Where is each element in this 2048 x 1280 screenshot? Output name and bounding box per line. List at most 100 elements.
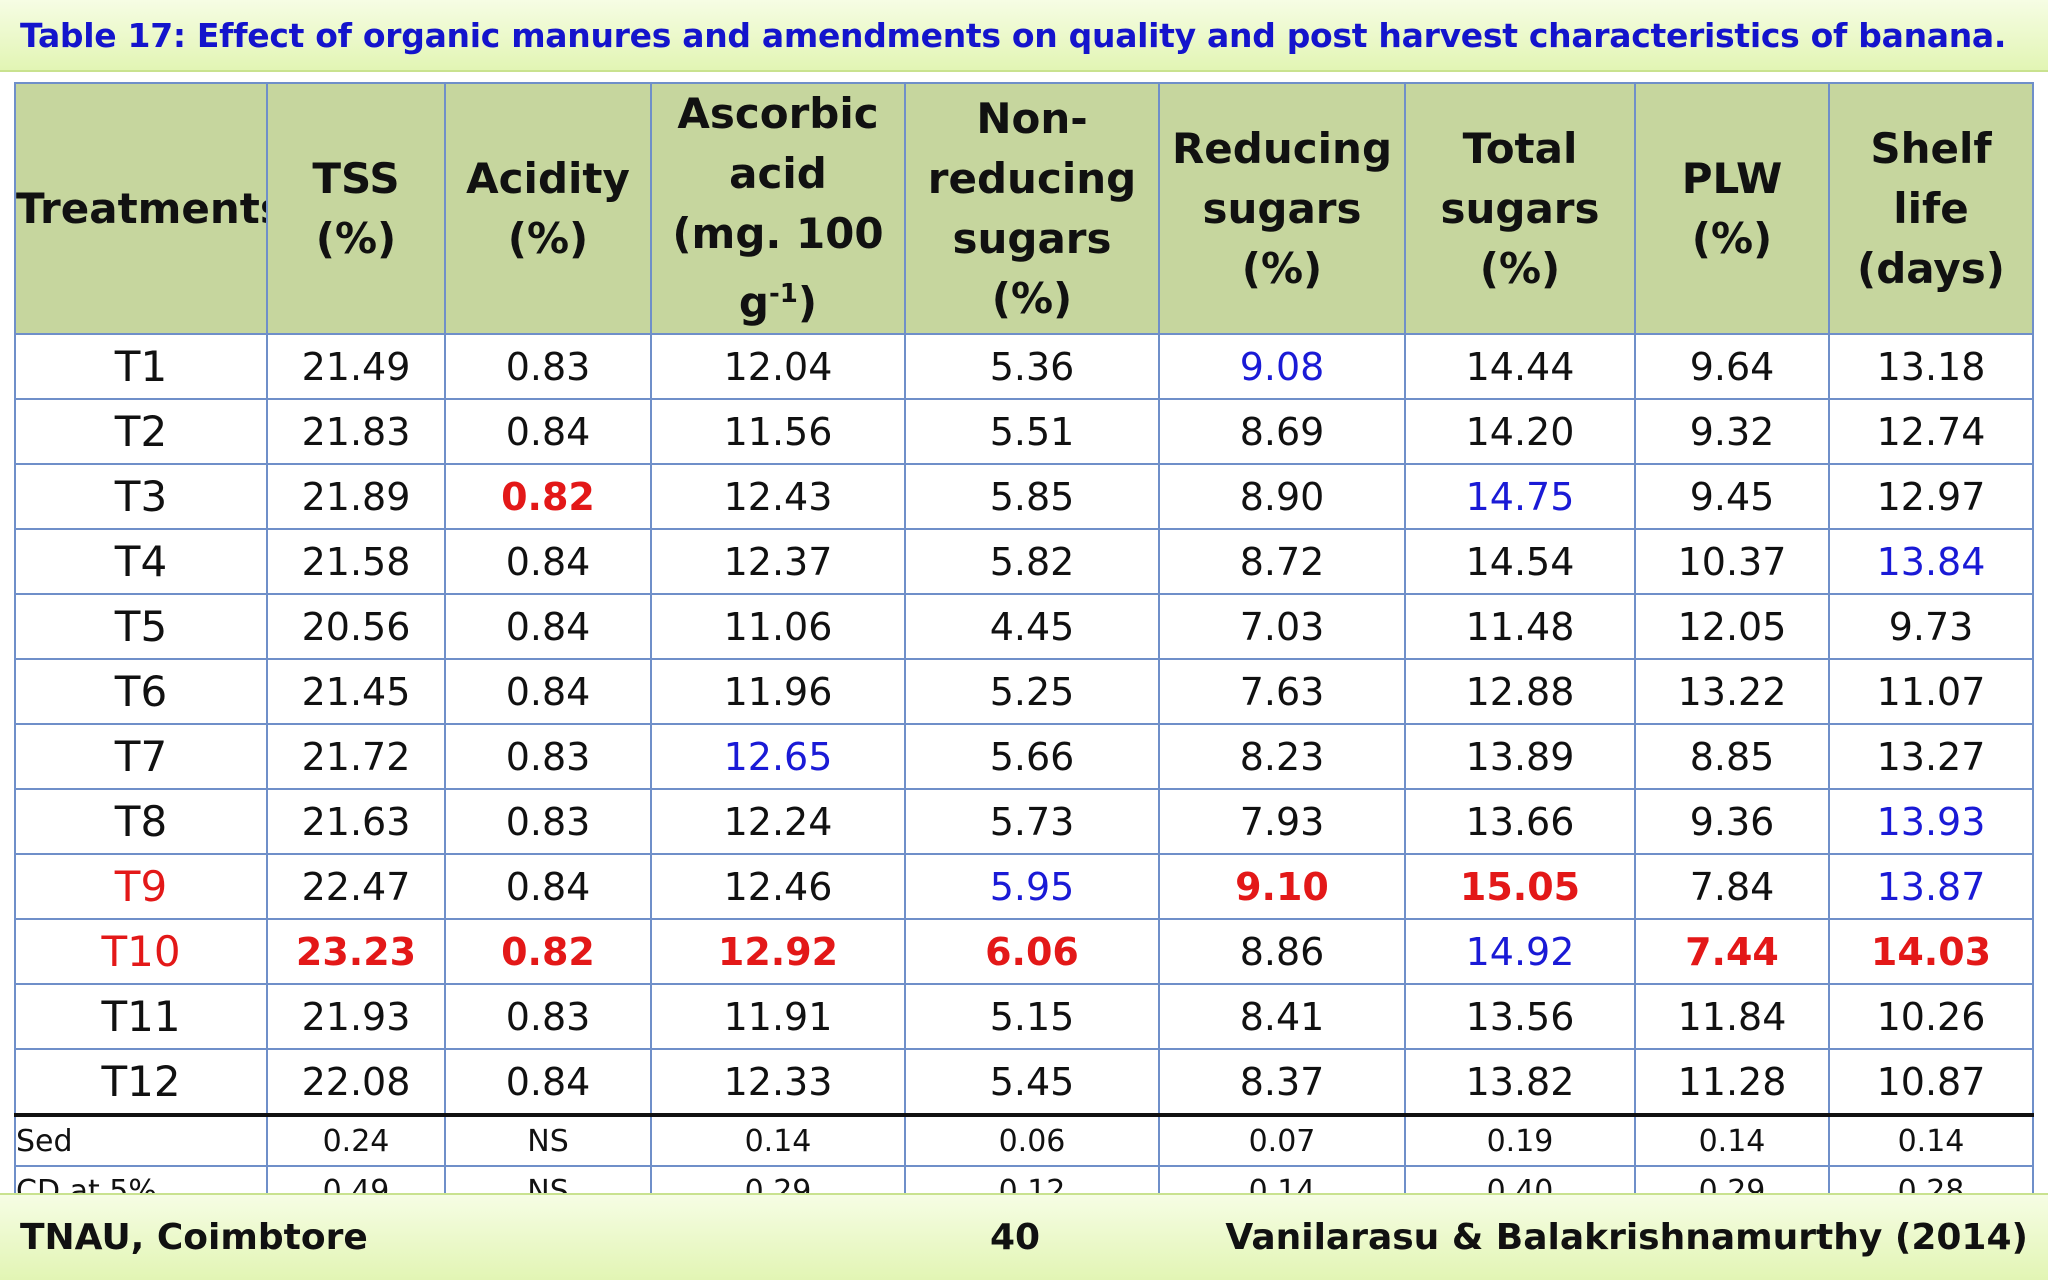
plw-cell: 9.32: [1634, 398, 1830, 465]
red-cell: 8.90: [1158, 463, 1406, 530]
ascorbic-cell: 12.43: [650, 463, 906, 530]
header-shelf-life: Shelf life (days): [1828, 82, 2034, 335]
tss-cell: 21.49: [266, 333, 446, 400]
nonred-cell: 5.66: [904, 723, 1160, 790]
nonred-stat-cell: 0.06: [904, 1113, 1160, 1167]
shelf-cell: 13.87: [1828, 853, 2034, 920]
table-row: T2 21.83 0.84 11.56 5.51 8.69 14.20 9.32 12.74: [14, 398, 2034, 465]
plw-cell: 10.37: [1634, 528, 1830, 595]
acidity-cell: 0.83: [444, 333, 652, 400]
red-cell: 8.41: [1158, 983, 1406, 1050]
plw-cell: 8.85: [1634, 723, 1830, 790]
table-row: T9 22.47 0.84 12.46 5.95 9.10 15.05 7.84 13.87: [14, 853, 2034, 920]
treatment-cell: T7: [14, 723, 268, 790]
total-cell: 13.66: [1404, 788, 1636, 855]
total-cell: 14.75: [1404, 463, 1636, 530]
shelf-cell: 11.07: [1828, 658, 2034, 725]
acidity-cell: 0.84: [444, 1048, 652, 1116]
tss-cell: 20.56: [266, 593, 446, 660]
acidity-cell: 0.84: [444, 593, 652, 660]
plw-cell: 9.36: [1634, 788, 1830, 855]
ascorbic-cell: 12.24: [650, 788, 906, 855]
header-treatments: Treatments: [14, 82, 268, 335]
treatment-cell: T12: [14, 1048, 268, 1116]
red-cell: 8.23: [1158, 723, 1406, 790]
total-cell: 15.05: [1404, 853, 1636, 920]
ascorbic-cell: 11.06: [650, 593, 906, 660]
stat-label-cell: Sed: [14, 1113, 268, 1167]
shelf-cell: 10.26: [1828, 983, 2034, 1050]
acidity-cell: 0.84: [444, 528, 652, 595]
tss-cell: 21.83: [266, 398, 446, 465]
acidity-stat-cell: NS: [444, 1113, 652, 1167]
acidity-cell: 0.84: [444, 853, 652, 920]
plw-stat-cell: 0.14: [1634, 1113, 1830, 1167]
footer-citation: Vanilarasu & Balakrishnamurthy (2014): [1225, 1217, 2028, 1258]
red-stat-cell: 0.07: [1158, 1113, 1406, 1167]
treatment-cell: T5: [14, 593, 268, 660]
nonred-cell: 5.51: [904, 398, 1160, 465]
red-cell: 8.72: [1158, 528, 1406, 595]
red-cell: 9.10: [1158, 853, 1406, 920]
plw-cell: 12.05: [1634, 593, 1830, 660]
plw-cell: 13.22: [1634, 658, 1830, 725]
total-stat-cell: 0.19: [1404, 1113, 1636, 1167]
header-ascorbic-unit: (mg. 100 g-1): [672, 209, 884, 327]
acidity-cell: 0.83: [444, 983, 652, 1050]
red-cell: 8.86: [1158, 918, 1406, 985]
total-cell: 14.92: [1404, 918, 1636, 985]
plw-cell: 9.64: [1634, 333, 1830, 400]
stat-row: Sed 0.24 NS 0.14 0.06 0.07 0.19 0.14 0.14: [14, 1113, 2034, 1167]
acidity-cell: 0.82: [444, 918, 652, 985]
tss-cell: 21.72: [266, 723, 446, 790]
tss-cell: 22.47: [266, 853, 446, 920]
table-body: T1 21.49 0.83 12.04 5.36 9.08 14.44 9.64 13.18 T2…: [14, 333, 2034, 1219]
ascorbic-cell: 12.04: [650, 333, 906, 400]
table-row: T8 21.63 0.83 12.24 5.73 7.93 13.66 9.36 13.93: [14, 788, 2034, 855]
treatment-cell: T11: [14, 983, 268, 1050]
ascorbic-cell: 12.37: [650, 528, 906, 595]
footer-institution: TNAU, Coimbtore: [20, 1217, 368, 1258]
total-cell: 14.44: [1404, 333, 1636, 400]
table-row: T11 21.93 0.83 11.91 5.15 8.41 13.56 11.84 10.26: [14, 983, 2034, 1050]
ascorbic-cell: 11.96: [650, 658, 906, 725]
table-row: T12 22.08 0.84 12.33 5.45 8.37 13.82 11.28 10.87: [14, 1048, 2034, 1116]
header-ascorbic-acid: Ascorbic acid (mg. 100 g-1): [650, 82, 906, 335]
ascorbic-cell: 11.91: [650, 983, 906, 1050]
tss-cell: 21.89: [266, 463, 446, 530]
treatment-cell: T10: [14, 918, 268, 985]
shelf-cell: 12.74: [1828, 398, 2034, 465]
total-cell: 14.54: [1404, 528, 1636, 595]
total-cell: 13.82: [1404, 1048, 1636, 1116]
nonred-cell: 5.95: [904, 853, 1160, 920]
ascorbic-cell: 12.65: [650, 723, 906, 790]
shelf-cell: 13.18: [1828, 333, 2034, 400]
header-reducing-sugars: Reducing sugars (%): [1158, 82, 1406, 335]
tss-cell: 21.45: [266, 658, 446, 725]
page-number: 40: [990, 1217, 1041, 1258]
header-non-reducing-sugars: Non-reducing sugars (%): [904, 82, 1160, 335]
shelf-cell: 13.27: [1828, 723, 2034, 790]
nonred-cell: 5.45: [904, 1048, 1160, 1116]
red-cell: 9.08: [1158, 333, 1406, 400]
header-row: Treatments TSS (%) Acidity (%) Ascorbic …: [14, 82, 2034, 335]
acidity-cell: 0.82: [444, 463, 652, 530]
nonred-cell: 5.25: [904, 658, 1160, 725]
shelf-cell: 9.73: [1828, 593, 2034, 660]
ascorbic-stat-cell: 0.14: [650, 1113, 906, 1167]
acidity-cell: 0.84: [444, 658, 652, 725]
nonred-cell: 6.06: [904, 918, 1160, 985]
total-cell: 13.89: [1404, 723, 1636, 790]
shelf-cell: 12.97: [1828, 463, 2034, 530]
nonred-cell: 5.15: [904, 983, 1160, 1050]
table-row: T10 23.23 0.82 12.92 6.06 8.86 14.92 7.44 14.03: [14, 918, 2034, 985]
total-cell: 11.48: [1404, 593, 1636, 660]
header-plw: PLW (%): [1634, 82, 1830, 335]
treatment-cell: T9: [14, 853, 268, 920]
ascorbic-cell: 11.56: [650, 398, 906, 465]
tss-cell: 23.23: [266, 918, 446, 985]
total-cell: 13.56: [1404, 983, 1636, 1050]
plw-cell: 11.84: [1634, 983, 1830, 1050]
red-cell: 8.37: [1158, 1048, 1406, 1116]
header-total-sugars: Total sugars (%): [1404, 82, 1636, 335]
